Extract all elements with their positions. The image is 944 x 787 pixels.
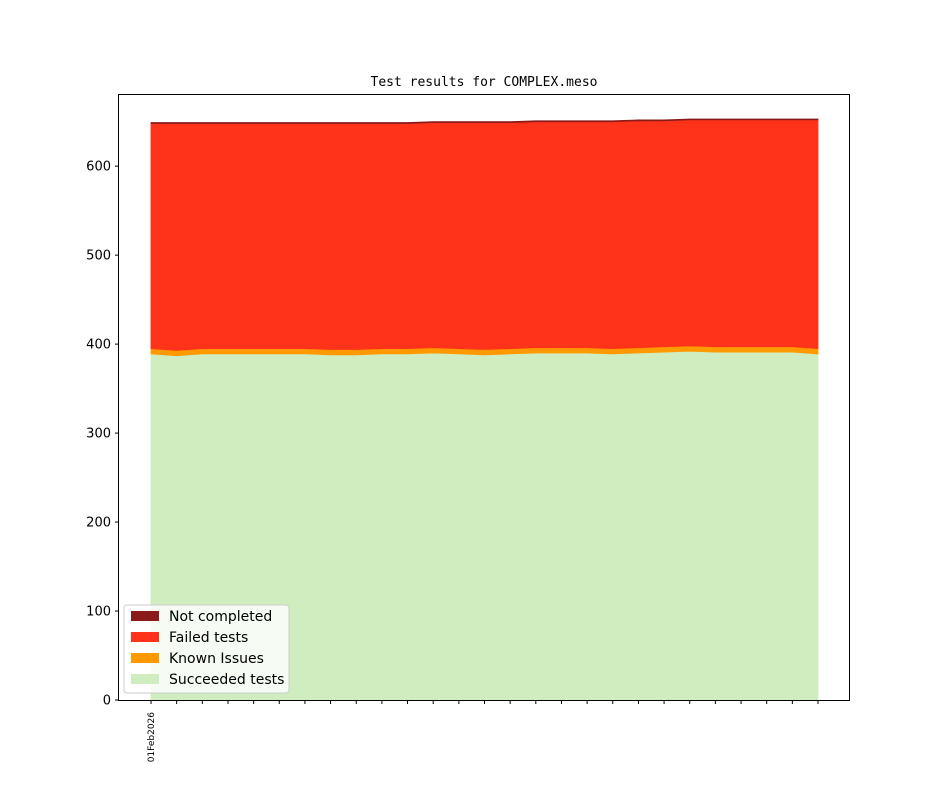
- legend-box: [123, 604, 290, 694]
- legend-label: Not completed: [169, 609, 272, 625]
- legend-label: Failed tests: [169, 630, 248, 646]
- area-failed-tests: [150, 119, 819, 351]
- legend: Not completed Failed tests Known Issues Suc…: [123, 604, 290, 694]
- y-tick-label: 400: [86, 338, 111, 353]
- y-tick-label: 300: [86, 427, 111, 442]
- legend-swatch: [131, 653, 159, 663]
- y-tick-label: 0: [103, 694, 111, 709]
- y-axis: 0 100 200 300 400 500 600: [86, 160, 119, 709]
- area-series-group: [150, 118, 819, 701]
- chart-title: Test results for COMPLEX.meso: [371, 75, 598, 90]
- x-tick-label: 01Feb2026: [147, 712, 157, 763]
- legend-swatch: [131, 611, 159, 621]
- legend-label: Known Issues: [169, 651, 264, 667]
- legend-label: Succeeded tests: [169, 672, 284, 688]
- y-tick-label: 200: [86, 516, 111, 531]
- area-not-completed: [150, 118, 819, 124]
- x-axis: 01Feb2026: [147, 700, 819, 763]
- legend-swatch: [131, 674, 159, 684]
- y-tick-label: 100: [86, 605, 111, 620]
- y-tick-label: 500: [86, 249, 111, 264]
- legend-swatch: [131, 632, 159, 642]
- y-tick-label: 600: [86, 160, 111, 175]
